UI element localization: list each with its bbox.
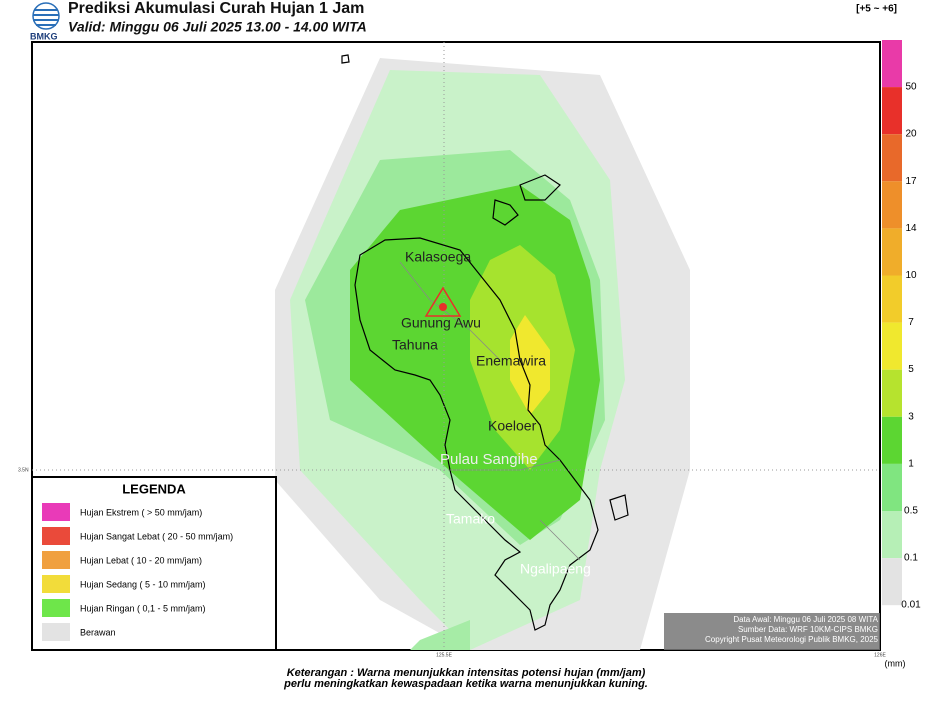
scale-label: 0.01 [901,600,921,611]
scale-label: 17 [905,176,917,187]
scale-segment [882,181,902,229]
legend-label: Hujan Lebat ( 10 - 20 mm/jam) [80,555,202,565]
info-line: Copyright Pusat Meteorologi Publik BMKG,… [705,635,879,644]
scale-segment [882,558,902,606]
place-label: Koeloer [488,418,537,434]
place-label: Tamako [446,511,495,527]
legend-swatch [42,527,70,545]
scale-label: 5 [908,364,914,375]
place-label: Enemawira [476,353,546,369]
scale-label: 0.1 [904,553,918,564]
scale-label: 50 [905,82,917,93]
scale-segment [882,369,902,417]
legend-swatch [42,623,70,641]
lon-label: 125.5E [436,652,453,658]
valid-time: Valid: Minggu 06 Juli 2025 13.00 - 14.00… [68,19,367,35]
time-offset: [+5 ~ +6] [856,4,897,15]
legend-box [31,476,277,651]
scale-segment [882,463,902,511]
title: Prediksi Akumulasi Curah Hujan 1 Jam [68,0,364,17]
place-labels: Kalasoega Gunung Awu Tahuna Enemawira Koeloe… [392,249,591,577]
legend-swatch [42,599,70,617]
legend-swatch [42,503,70,521]
place-label: Ngalipaeng [520,561,591,577]
legend-swatch [42,551,70,569]
legend-swatch [42,575,70,593]
legend-title: LEGENDA [122,481,186,496]
scale-unit: (mm) [885,658,906,668]
lat-label: 3.5N [18,467,29,473]
place-label: Kalasoega [405,249,471,265]
scale-label: 20 [905,129,917,140]
scale-segment [882,87,902,135]
footer-line: Keterangan : Warna menunjukkan intensita… [287,667,646,679]
scale-segment [882,40,902,88]
logo-text: BMKG [30,31,58,41]
scale-segment [882,275,902,323]
info-line: Data Awal: Minggu 06 Juli 2025 08 WITA [733,615,878,624]
scale-label: 7 [908,317,914,328]
scale-label: 1 [908,458,914,469]
place-label: Gunung Awu [401,315,481,331]
place-label: Tahuna [392,337,438,353]
legend-label: Hujan Sedang ( 5 - 10 mm/jam) [80,579,206,589]
scale-segment [882,228,902,276]
scale-label: 0.5 [904,506,918,517]
legend-label: Hujan Sangat Lebat ( 20 - 50 mm/jam) [80,531,233,541]
scale-segment [882,322,902,370]
footer-line: perlu meningkatkan kewaspadaan ketika wa… [283,678,648,690]
scale-label: 14 [905,223,917,234]
place-label: Pulau Sangihe [440,451,538,468]
scale-segment [882,416,902,464]
info-box [664,613,880,650]
lon-label: 126E [874,652,886,658]
scale-segment [882,134,902,182]
legend-label: Berawan [80,627,116,637]
map [31,41,881,651]
logo [32,2,60,30]
legend-label: Hujan Ringan ( 0,1 - 5 mm/jam) [80,603,206,613]
legend-label: Hujan Ekstrem ( > 50 mm/jam) [80,507,202,517]
info-line: Sumber Data: WRF 10KM-CIPS BMKG [738,625,878,634]
scale-label: 3 [908,411,914,422]
scale-label: 10 [905,270,917,281]
scale-segment [882,511,902,559]
